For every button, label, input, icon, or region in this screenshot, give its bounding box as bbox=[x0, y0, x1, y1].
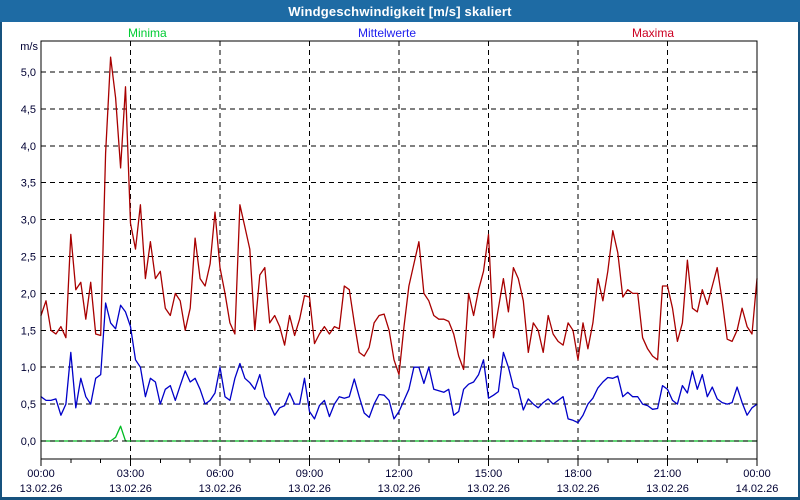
svg-text:2,0: 2,0 bbox=[21, 288, 36, 300]
window-titlebar: Windgeschwindigkeit [m/s] skaliert bbox=[0, 0, 800, 22]
x-tick-time: 00:00 bbox=[743, 468, 771, 480]
x-gridlines bbox=[130, 41, 668, 459]
x-tick-date: 13.02.26 bbox=[646, 483, 689, 495]
x-axis-labels: 00:00 13.02.26 03:00 13.02.26 06:00 13.02.26 0… bbox=[20, 468, 779, 495]
svg-text:4,5: 4,5 bbox=[21, 104, 36, 116]
svg-text:1,0: 1,0 bbox=[21, 362, 36, 374]
window-title: Windgeschwindigkeit [m/s] skaliert bbox=[288, 3, 512, 19]
x-tick-time: 18:00 bbox=[564, 468, 592, 480]
x-tick-date: 13.02.26 bbox=[109, 483, 152, 495]
y-axis-labels: 0,0 0,5 1,0 1,5 2,0 2,5 3,0 3,5 4,0 4,5 5,0 bbox=[21, 67, 36, 448]
x-tick-date: 13.02.26 bbox=[199, 483, 242, 495]
svg-text:0,5: 0,5 bbox=[21, 399, 36, 411]
svg-text:5,0: 5,0 bbox=[21, 67, 36, 79]
x-tick-date: 13.02.26 bbox=[288, 483, 331, 495]
svg-text:3,0: 3,0 bbox=[21, 215, 36, 227]
x-tick-time: 09:00 bbox=[296, 468, 324, 480]
x-tick-date: 14.02.26 bbox=[736, 483, 779, 495]
x-tick-time: 03:00 bbox=[117, 468, 145, 480]
chart-legend: Minima Mittelwerte Maxima bbox=[0, 26, 800, 40]
x-tick-time: 00:00 bbox=[27, 468, 55, 480]
legend-item-mittelwerte: Mittelwerte bbox=[358, 26, 417, 40]
x-tick-time: 21:00 bbox=[654, 468, 682, 480]
svg-text:2,5: 2,5 bbox=[21, 252, 36, 264]
legend-item-maxima: Maxima bbox=[632, 26, 675, 40]
svg-text:0,0: 0,0 bbox=[21, 436, 36, 448]
x-tick-date: 13.02.26 bbox=[467, 483, 510, 495]
legend-item-minima: Minima bbox=[128, 26, 167, 40]
x-tick-time: 06:00 bbox=[206, 468, 234, 480]
series-maxima bbox=[40, 56, 758, 376]
x-tick-time: 15:00 bbox=[475, 468, 503, 480]
svg-text:1,5: 1,5 bbox=[21, 325, 36, 337]
svg-text:4,0: 4,0 bbox=[21, 141, 36, 153]
x-tick-date: 13.02.26 bbox=[20, 483, 63, 495]
x-tick-time: 12:00 bbox=[385, 468, 413, 480]
x-tick-date: 13.02.26 bbox=[557, 483, 600, 495]
series-mittelwerte bbox=[40, 302, 758, 424]
x-tick-date: 13.02.26 bbox=[378, 483, 421, 495]
svg-text:3,5: 3,5 bbox=[21, 178, 36, 190]
y-axis-unit-label: m/s bbox=[20, 41, 38, 53]
x-axis-ticks bbox=[40, 459, 758, 466]
